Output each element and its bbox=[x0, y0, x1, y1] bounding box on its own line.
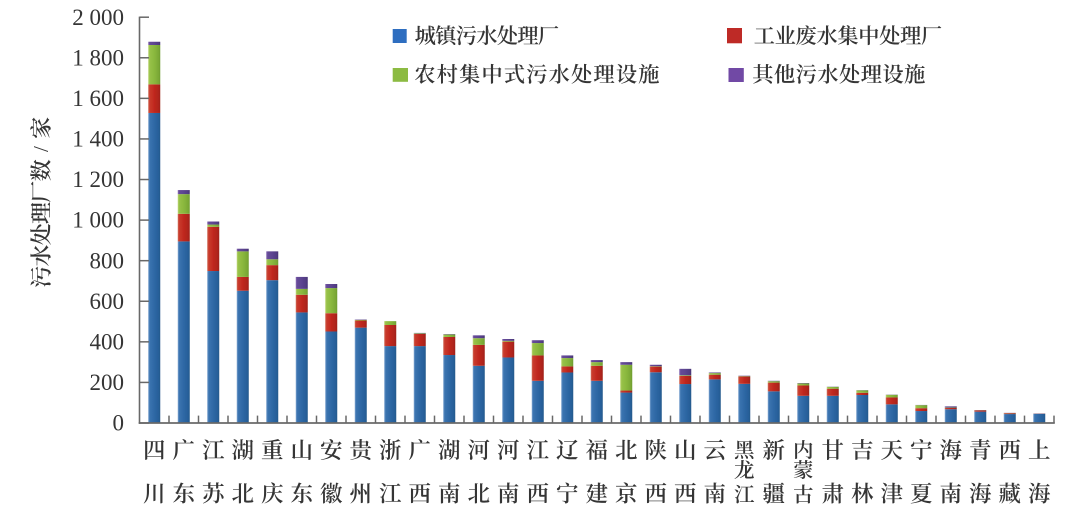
svg-text:1 200: 1 200 bbox=[72, 167, 124, 192]
svg-text:1 800: 1 800 bbox=[72, 45, 124, 70]
svg-text:2 000: 2 000 bbox=[72, 5, 124, 30]
svg-text:0: 0 bbox=[113, 411, 125, 436]
svg-text:800: 800 bbox=[90, 248, 125, 273]
svg-text:1 600: 1 600 bbox=[72, 86, 124, 111]
svg-text:1 400: 1 400 bbox=[72, 127, 124, 152]
svg-text:600: 600 bbox=[90, 289, 125, 314]
svg-text:/: / bbox=[29, 146, 53, 152]
svg-text:1 000: 1 000 bbox=[72, 208, 124, 233]
svg-text:400: 400 bbox=[90, 329, 125, 354]
svg-text:200: 200 bbox=[90, 370, 125, 395]
